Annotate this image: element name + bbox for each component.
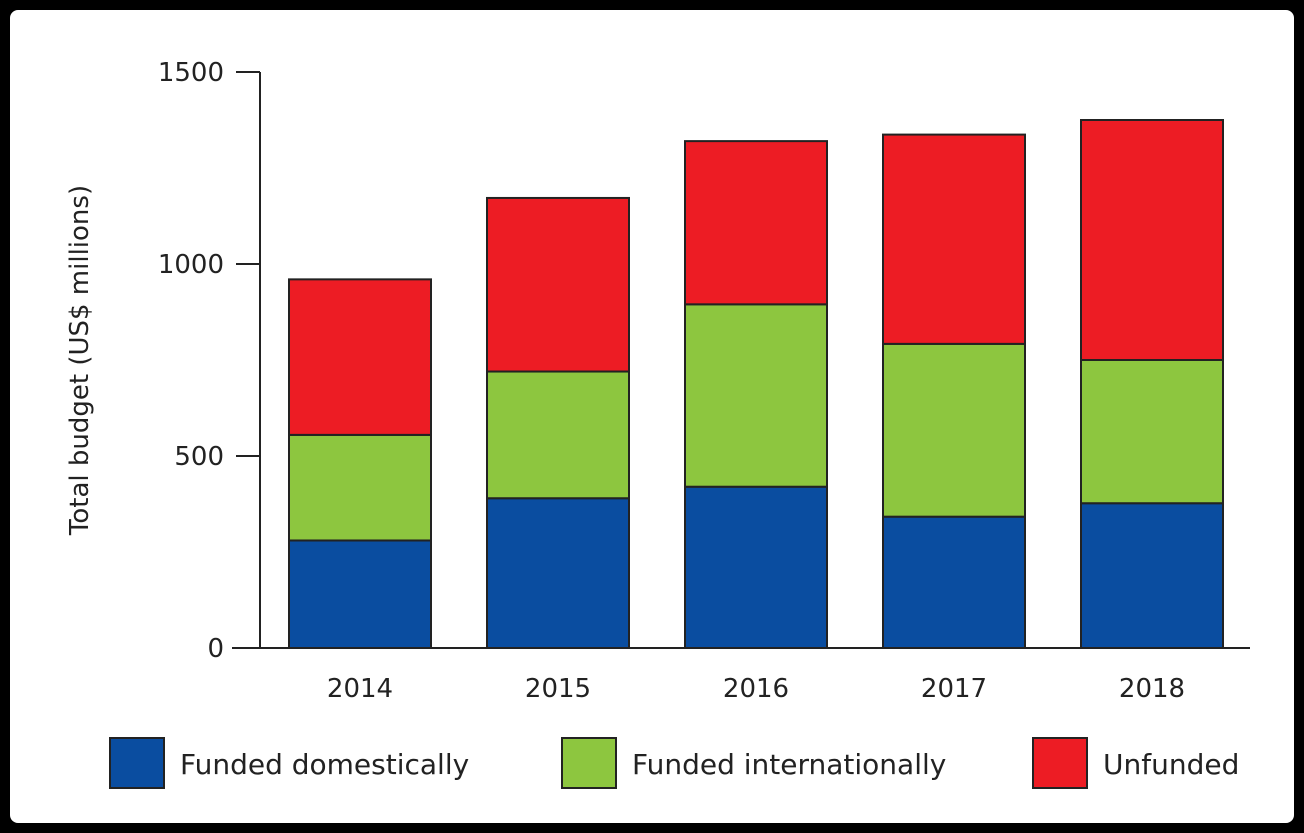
x-tick-label: 2015 [525,674,591,704]
bar-segment [486,196,630,373]
bar-segment [288,433,432,542]
bar-segment [486,497,630,649]
y-tick-label: 1500 [158,58,224,88]
bar-segment [684,485,828,649]
bar-segment [882,342,1026,518]
legend-label: Funded domestically [180,748,469,781]
bar-segment [288,539,432,649]
legend-label: Funded internationally [632,748,946,781]
bars [288,119,1224,649]
y-axis-title: Total budget (US$ millions) [65,185,95,536]
y-tick-label: 1000 [158,250,224,280]
x-tick-label: 2018 [1119,674,1185,704]
x-tick-label: 2017 [921,674,987,704]
x-tick-label: 2016 [723,674,789,704]
legend: Funded domestically Funded internationall… [109,737,1239,789]
x-tick-label: 2014 [327,674,393,704]
legend-swatch [1032,737,1088,789]
legend-label: Unfunded [1103,748,1239,781]
bar-segment [684,303,828,488]
y-axis: 0 500 1000 1500 [158,58,261,664]
y-tick-label: 500 [174,442,224,472]
bar-segment [288,278,432,436]
y-axis-title-group: Total budget (US$ millions) [65,185,95,536]
bar-segment [1080,359,1224,505]
bar-segment [1080,502,1224,649]
legend-swatch [561,737,617,789]
bar-segment [684,140,828,306]
y-tick-label: 0 [207,634,224,664]
bar-segment [486,370,630,500]
bar-segment [1080,119,1224,361]
x-axis: 2014 2015 2016 2017 2018 [232,647,1250,704]
bar-segment [882,133,1026,345]
bar-segment [882,515,1026,649]
legend-swatch [109,737,165,789]
